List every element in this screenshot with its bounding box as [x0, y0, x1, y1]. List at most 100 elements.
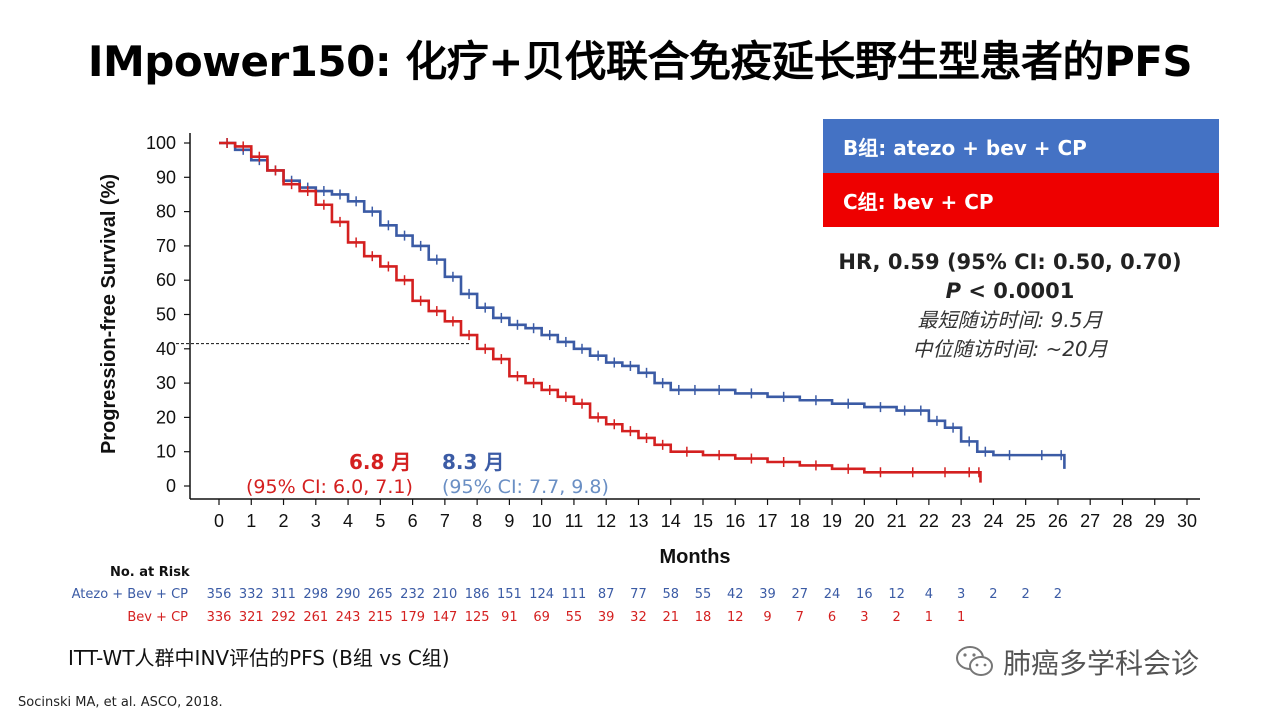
- y-tick-label: 10: [156, 442, 176, 462]
- x-tick-label: 15: [693, 511, 713, 531]
- risk-value-c: 243: [335, 610, 361, 625]
- risk-value-c: 21: [662, 610, 679, 625]
- risk-value-b: 210: [432, 587, 458, 602]
- risk-value-b: 2: [1021, 587, 1030, 602]
- p-value-symbol: P: [945, 279, 962, 303]
- risk-value-c: 55: [565, 610, 583, 625]
- risk-value-b: 111: [561, 587, 587, 602]
- risk-value-b: 77: [630, 587, 647, 602]
- risk-value-b: 151: [496, 587, 522, 602]
- median-c-ci: (95% CI: 6.0, 7.1): [246, 476, 413, 498]
- x-tick-label: 26: [1048, 511, 1068, 531]
- x-tick-label: 5: [375, 511, 385, 531]
- median-b-ci: (95% CI: 7.7, 9.8): [442, 476, 609, 498]
- risk-value-c: 292: [271, 610, 296, 625]
- y-tick-label: 70: [156, 236, 176, 256]
- x-tick-label: 22: [919, 511, 939, 531]
- y-tick-label: 30: [156, 373, 176, 393]
- x-tick-label: 7: [440, 511, 450, 531]
- risk-value-c: 12: [726, 610, 744, 625]
- x-tick-label: 16: [725, 511, 745, 531]
- x-tick-label: 29: [1145, 511, 1165, 531]
- x-tick-label: 25: [1016, 511, 1036, 531]
- x-tick-label: 20: [854, 511, 874, 531]
- x-tick-label: 27: [1080, 511, 1100, 531]
- risk-value-c: 2: [892, 610, 901, 625]
- x-tick-label: 1: [246, 511, 256, 531]
- risk-value-c: 6: [827, 610, 837, 625]
- risk-value-c: 261: [303, 610, 329, 625]
- x-tick-label: 28: [1112, 511, 1132, 531]
- median-c: 6.8 月: [349, 450, 412, 474]
- risk-value-b: 356: [206, 587, 232, 602]
- x-tick-label: 6: [408, 511, 418, 531]
- risk-row-label-c: Bev + CP: [127, 610, 188, 625]
- x-tick-label: 11: [565, 511, 584, 531]
- x-tick-label: 13: [628, 511, 648, 531]
- x-tick-label: 9: [504, 511, 514, 531]
- risk-value-b: 2: [1053, 587, 1063, 602]
- risk-value-b: 55: [694, 587, 712, 602]
- p-value-text: < 0.0001: [961, 279, 1075, 303]
- risk-value-c: 215: [367, 610, 393, 625]
- risk-value-c: 1: [924, 610, 933, 625]
- y-tick-label: 0: [166, 476, 176, 496]
- risk-value-b: 42: [726, 587, 744, 602]
- x-tick-label: 14: [661, 511, 681, 531]
- watermark: 肺癌多学科会诊: [955, 642, 1199, 682]
- risk-value-b: 24: [823, 587, 841, 602]
- risk-value-c: 18: [694, 610, 712, 625]
- risk-value-b: 3: [956, 587, 966, 602]
- risk-value-b: 232: [400, 587, 425, 602]
- risk-value-b: 311: [271, 587, 296, 602]
- y-tick-label: 40: [156, 339, 176, 359]
- x-tick-label: 24: [983, 511, 1003, 531]
- x-tick-label: 30: [1177, 511, 1197, 531]
- x-tick-label: 0: [214, 511, 224, 531]
- min-followup: 最短随访时间: 9.5月: [917, 308, 1103, 332]
- risk-value-b: 87: [597, 587, 615, 602]
- risk-value-c: 39: [597, 610, 615, 625]
- risk-value-c: 179: [400, 610, 425, 625]
- footnote: ITT-WT人群中INV评估的PFS (B组 vs C组): [68, 646, 450, 670]
- hazard-ratio: HR, 0.59 (95% CI: 0.50, 0.70): [838, 250, 1182, 274]
- curve-group-c: [219, 141, 982, 483]
- risk-value-c: 9: [763, 610, 772, 625]
- page-title: IMpower150: 化疗+贝伐联合免疫延长野生型患者的PFS: [87, 37, 1193, 86]
- risk-value-b: 332: [238, 587, 264, 602]
- x-tick-label: 19: [822, 511, 842, 531]
- survival-curves: [219, 138, 1066, 483]
- x-tick-label: 8: [472, 511, 482, 531]
- x-tick-label: 3: [311, 511, 321, 531]
- risk-value-c: 69: [533, 610, 550, 625]
- legend-group-c: C组: bev + CP: [823, 173, 1219, 227]
- risk-value-c: 91: [501, 610, 518, 625]
- risk-value-b: 298: [303, 587, 329, 602]
- source-citation: Socinski MA, et al. ASCO, 2018.: [18, 695, 223, 710]
- risk-value-b: 124: [529, 587, 555, 602]
- risk-value-b: 16: [856, 587, 873, 602]
- risk-value-b: 12: [888, 587, 905, 602]
- risk-value-c: 1: [956, 610, 966, 625]
- risk-value-b: 4: [924, 587, 933, 602]
- x-tick-label: 2: [279, 511, 289, 531]
- watermark-text: 肺癌多学科会诊: [1003, 647, 1200, 680]
- risk-value-b: 2: [989, 587, 998, 602]
- risk-value-b: 186: [464, 587, 490, 602]
- risk-value-b: 290: [335, 587, 361, 602]
- x-tick-label: 10: [532, 511, 552, 531]
- risk-value-c: 147: [432, 610, 458, 625]
- y-tick-label: 50: [156, 305, 176, 325]
- y-tick-label: 90: [156, 167, 176, 187]
- median-b: 8.3 月: [442, 450, 505, 474]
- risk-table-title: No. at Risk: [110, 565, 190, 580]
- risk-value-c: 125: [464, 610, 490, 625]
- x-tick-label: 18: [790, 511, 810, 531]
- x-tick-label: 12: [596, 511, 616, 531]
- risk-value-c: 336: [206, 610, 232, 625]
- y-axis-label: Progression-free Survival (%): [98, 174, 120, 454]
- x-tick-label: 23: [951, 511, 971, 531]
- risk-value-b: 58: [662, 587, 679, 602]
